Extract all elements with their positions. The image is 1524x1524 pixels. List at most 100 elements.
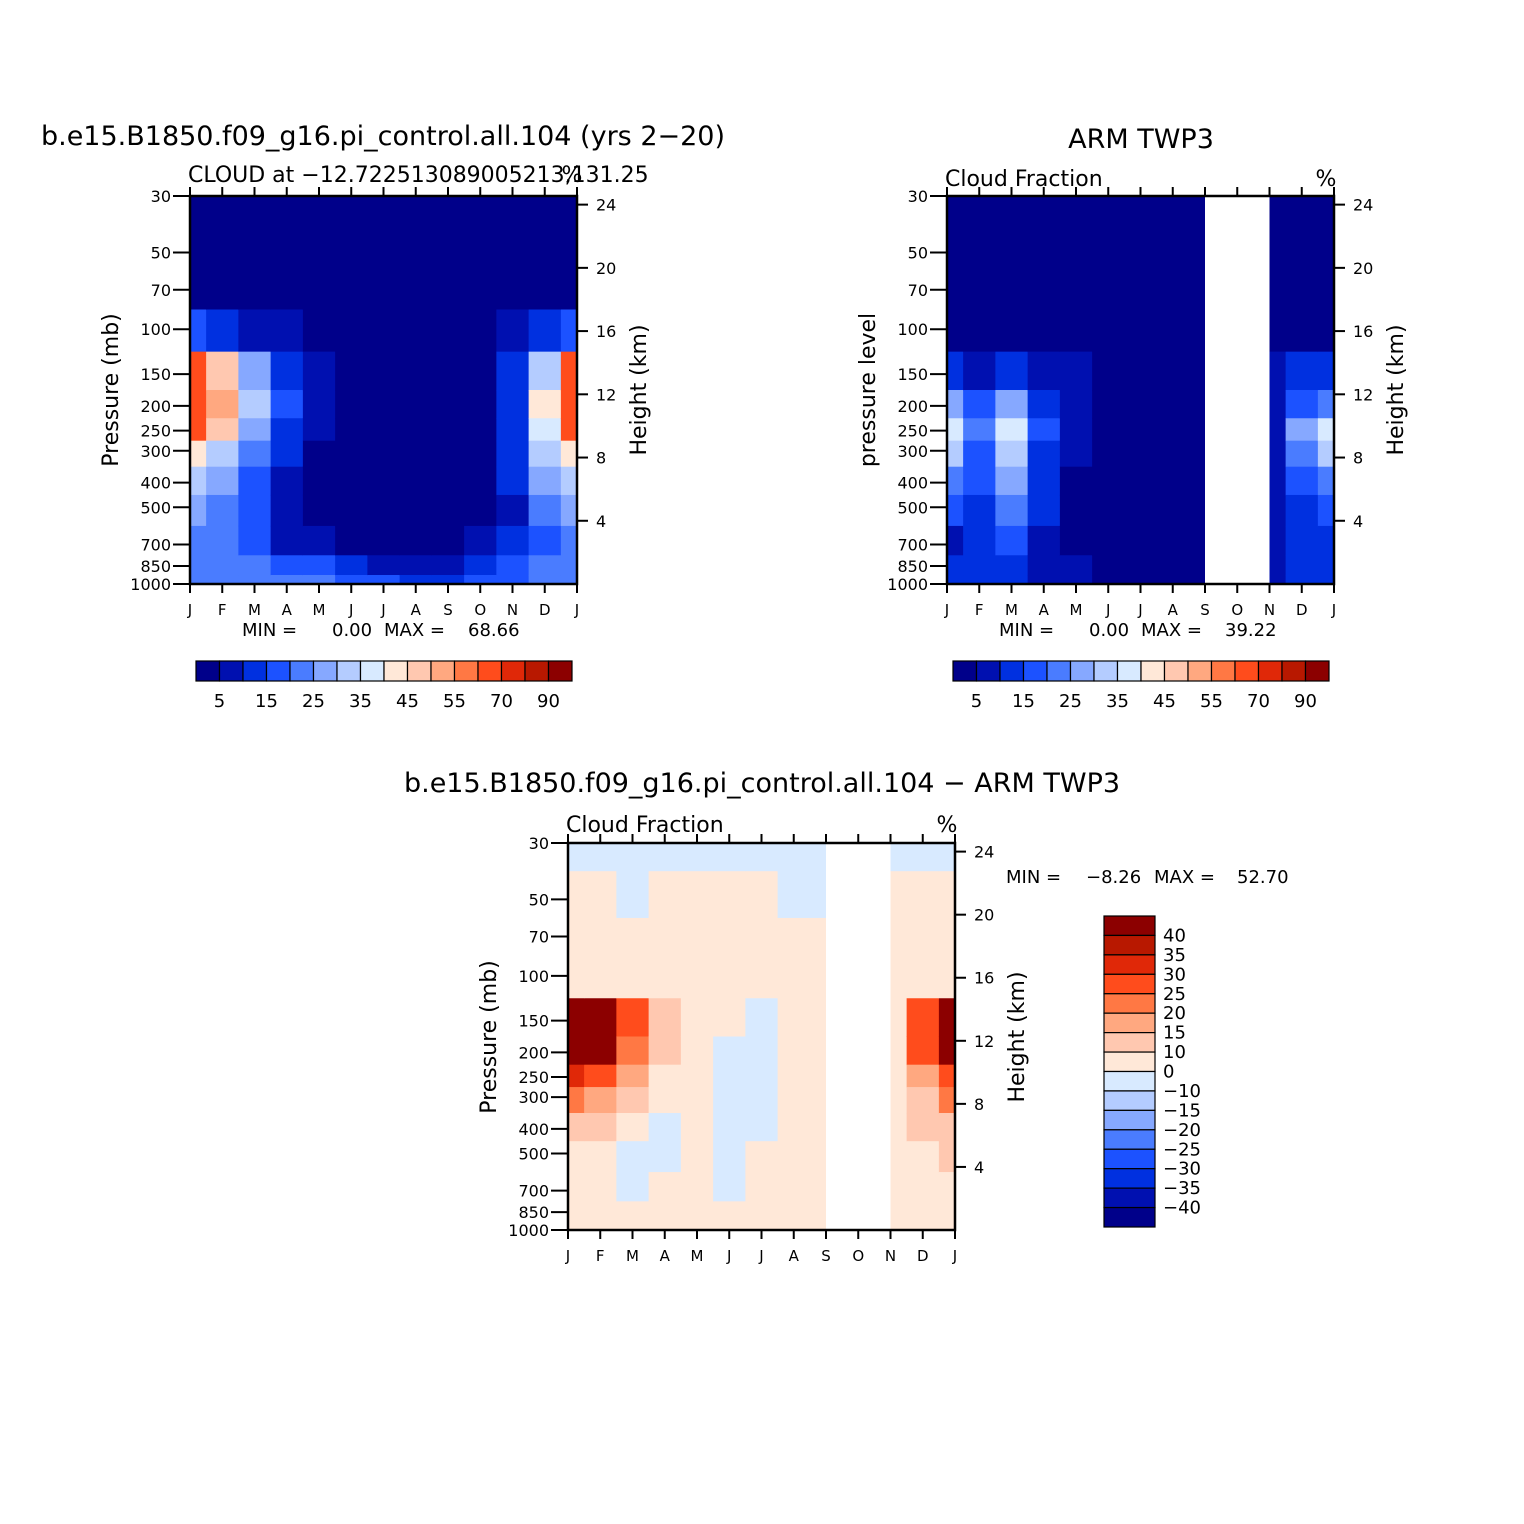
panel-obs-cell xyxy=(1285,525,1319,556)
panel-model-y2tick-label: 4 xyxy=(596,512,606,531)
panel-model-cell xyxy=(335,390,368,419)
panel-model-colorbar-label: 15 xyxy=(255,691,278,712)
panel-obs-cell xyxy=(1124,351,1158,391)
panel-obs-cell xyxy=(1124,466,1158,496)
panel-obs-cell xyxy=(1092,555,1125,576)
panel-model-cell xyxy=(367,525,401,556)
panel-diff-cell xyxy=(713,1172,746,1202)
panel-model-cell xyxy=(464,196,497,225)
panel-diff-cell xyxy=(938,1141,956,1173)
panel-obs-colorbar-swatch xyxy=(1187,660,1213,682)
panel-obs-cell xyxy=(1156,525,1190,556)
panel-diff-cell xyxy=(745,1112,779,1142)
panel-diff-cell xyxy=(777,1036,811,1066)
panel-model-cell xyxy=(560,224,578,272)
panel-model-colorbar-swatch xyxy=(242,660,268,682)
panel-model-cell xyxy=(367,575,401,585)
panel-diff-cell xyxy=(777,1112,811,1142)
panel-obs-cell xyxy=(1124,525,1158,556)
panel-diff-cell xyxy=(938,998,956,1037)
panel-obs-cell xyxy=(1124,418,1158,442)
panel-diff-y2label: Height (km) xyxy=(1005,971,1030,1102)
panel-obs-cell xyxy=(995,575,1029,585)
panel-model-cell xyxy=(238,466,272,496)
panel-model-xtick-label: M xyxy=(313,601,326,619)
panel-diff-cell xyxy=(584,956,617,999)
panel-model-cell xyxy=(464,390,497,419)
panel-diff-cell xyxy=(616,1112,650,1142)
panel-model-cell xyxy=(399,351,433,391)
panel-model-cell xyxy=(367,351,401,391)
panel-obs-cell xyxy=(1027,224,1061,272)
panel-diff-cell xyxy=(906,998,940,1037)
panel-obs-cell xyxy=(1317,440,1335,468)
panel-diff-cell xyxy=(713,1141,746,1173)
panel-diff-cell xyxy=(616,1201,650,1222)
panel-obs-cell xyxy=(1285,494,1319,527)
panel-model-cell xyxy=(431,440,465,468)
panel-diff-colorbar-swatch xyxy=(1103,915,1156,937)
panel-diff-ytick-label: 250 xyxy=(518,1068,549,1087)
panel-model-units: % xyxy=(562,163,583,188)
panel-diff-cell xyxy=(680,1036,714,1066)
panel-diff-cell xyxy=(938,1112,956,1142)
panel-obs-cell xyxy=(1285,466,1319,496)
panel-model-cell xyxy=(335,271,368,310)
panel-model-xtick-label: F xyxy=(218,601,227,619)
panel-model-cell xyxy=(496,575,530,585)
panel-model-ylabel: Pressure (mb) xyxy=(99,313,124,467)
panel-model-cell xyxy=(528,224,562,272)
panel-model-cell xyxy=(560,440,578,468)
panel-model-cell xyxy=(464,494,497,527)
panel-diff-cell xyxy=(713,843,746,872)
panel-obs-cell xyxy=(995,555,1029,576)
panel-diff-cell xyxy=(713,956,746,999)
panel-diff-colorbar-swatch xyxy=(1103,934,1156,956)
panel-model-cell xyxy=(238,418,272,442)
panel-diff-xtick-label: S xyxy=(821,1247,831,1265)
panel-model-cell xyxy=(367,271,401,310)
panel-diff-cell xyxy=(584,1112,617,1142)
panel-diff-colorbar-label: 25 xyxy=(1163,984,1186,1005)
panel-obs-cell xyxy=(1317,351,1335,391)
panel-diff-cell xyxy=(777,871,811,919)
panel-obs-xtick-label: A xyxy=(1168,601,1179,619)
panel-obs-cell xyxy=(1092,224,1125,272)
panel-obs-cell xyxy=(963,575,996,585)
panel-diff-cell xyxy=(938,843,956,872)
panel-model-xtick-label: O xyxy=(474,601,486,619)
panel-diff-cell xyxy=(745,1141,779,1173)
panel-model-xtick-label: A xyxy=(282,601,293,619)
panel-diff-max-label: MAX = xyxy=(1154,867,1215,888)
panel-model-cell xyxy=(206,440,239,468)
panel-model-cell xyxy=(302,418,336,442)
panel-diff-cell xyxy=(584,1036,617,1066)
panel-model-cell xyxy=(496,494,530,527)
panel-obs-cell xyxy=(1092,390,1125,419)
panel-diff-ytick-label: 300 xyxy=(518,1088,549,1107)
panel-obs-cell xyxy=(995,466,1029,496)
panel-obs-cell xyxy=(1059,196,1093,225)
panel-diff-max-value: 52.70 xyxy=(1237,867,1289,888)
panel-model-cell xyxy=(431,351,465,391)
panel-diff-cell xyxy=(938,871,956,919)
panel-obs-colorbar-swatch xyxy=(1234,660,1260,682)
panel-diff-colorbar-swatch xyxy=(1103,1090,1156,1111)
panel-obs-cell xyxy=(1059,309,1093,353)
panel-diff: b.e15.B1850.f09_g16.pi_control.all.104 −… xyxy=(404,768,1289,1265)
panel-model-cell xyxy=(302,390,336,419)
panel-obs-cell xyxy=(1059,494,1093,527)
panel-obs-colorbar-label: 55 xyxy=(1200,691,1223,712)
panel-obs-cell xyxy=(1027,555,1061,576)
panel-model-cell xyxy=(335,440,368,468)
panel-obs-y2tick-label: 12 xyxy=(1353,385,1373,404)
panel-model-cell xyxy=(528,440,562,468)
panel-obs-colorbar-label: 90 xyxy=(1294,691,1317,712)
panel-model-cell xyxy=(431,418,465,442)
panel-obs-colorbar-swatch xyxy=(1022,660,1048,682)
panel-diff-cell xyxy=(680,1221,714,1231)
panel-obs-xtick-label: S xyxy=(1200,601,1210,619)
panel-diff-cell xyxy=(745,1087,779,1114)
